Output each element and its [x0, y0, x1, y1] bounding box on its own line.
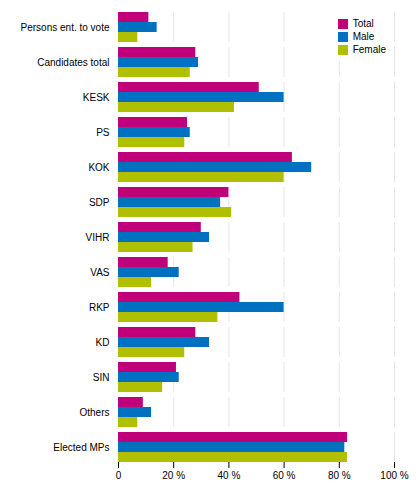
svg-text:KOK: KOK	[88, 162, 109, 173]
svg-text:RKP: RKP	[89, 302, 110, 313]
svg-text:Others: Others	[79, 407, 109, 418]
html-text:Female: Female	[352, 44, 386, 55]
svg-text:PS: PS	[96, 127, 110, 138]
svg-text:VIHR: VIHR	[86, 232, 110, 243]
svg-text:20 %: 20 %	[162, 470, 185, 481]
svg-text:40 %: 40 %	[218, 470, 241, 481]
svg-text:KESK: KESK	[83, 92, 110, 103]
svg-text:VAS: VAS	[90, 267, 110, 278]
svg-text:100 %: 100 %	[380, 470, 408, 481]
svg-text:80 %: 80 %	[328, 470, 351, 481]
svg-text:60 %: 60 %	[273, 470, 296, 481]
svg-text:0: 0	[116, 470, 122, 481]
svg-text:KD: KD	[96, 337, 110, 348]
svg-text:SDP: SDP	[89, 197, 110, 208]
svg-text:Elected MPs: Elected MPs	[53, 442, 109, 453]
svg-text:Persons ent. to vote: Persons ent. to vote	[21, 22, 110, 33]
html-text:Total: Total	[352, 18, 374, 29]
svg-text:SIN: SIN	[93, 372, 110, 383]
svg-text:Candidates total: Candidates total	[37, 57, 109, 68]
html-text:Male: Male	[352, 31, 375, 42]
